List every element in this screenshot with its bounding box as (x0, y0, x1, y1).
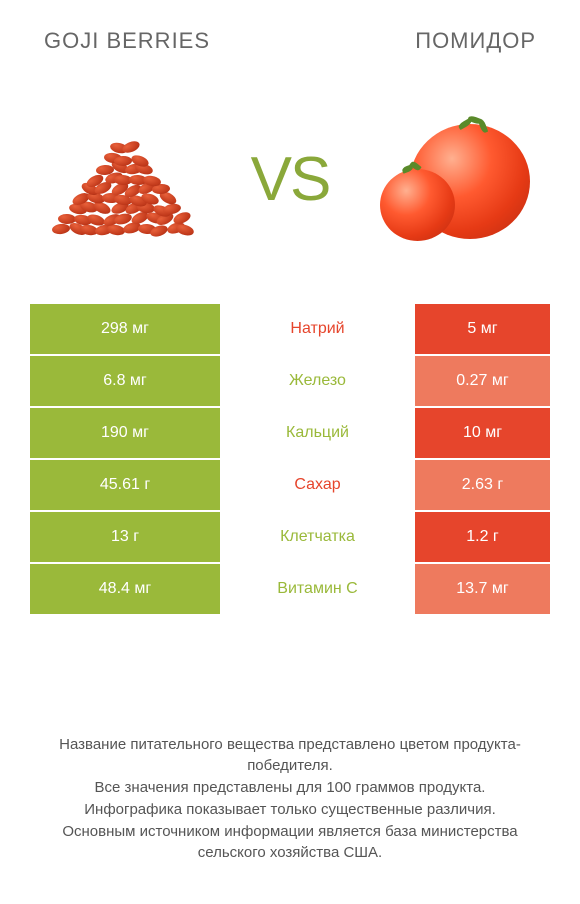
table-row: 45.61 гСахар2.63 г (30, 460, 550, 512)
header: GOJI BERRIES ПОМИДОР (0, 0, 580, 54)
cell-nutrient-label: Клетчатка (220, 512, 415, 562)
footer-line-1: Название питательного вещества представл… (30, 734, 550, 778)
footer-line-2: Все значения представлены для 100 граммо… (30, 777, 550, 799)
cell-right-value: 1.2 г (415, 512, 550, 562)
goji-image (40, 99, 200, 259)
footer-line-3: Инфографика показывает только существенн… (30, 799, 550, 821)
cell-nutrient-label: Кальций (220, 408, 415, 458)
table-row: 190 мгКальций10 мг (30, 408, 550, 460)
comparison-table: 298 мгНатрий5 мг6.8 мгЖелезо0.27 мг190 м… (30, 304, 550, 616)
cell-nutrient-label: Сахар (220, 460, 415, 510)
cell-nutrient-label: Железо (220, 356, 415, 406)
cell-right-value: 0.27 мг (415, 356, 550, 406)
hero-row: VS (0, 54, 580, 304)
footer-notes: Название питательного вещества представл… (30, 734, 550, 865)
title-right: ПОМИДОР (415, 28, 536, 54)
cell-left-value: 13 г (30, 512, 220, 562)
cell-nutrient-label: Витамин C (220, 564, 415, 614)
table-row: 298 мгНатрий5 мг (30, 304, 550, 356)
table-row: 13 гКлетчатка1.2 г (30, 512, 550, 564)
cell-right-value: 10 мг (415, 408, 550, 458)
cell-right-value: 2.63 г (415, 460, 550, 510)
cell-left-value: 190 мг (30, 408, 220, 458)
vs-label: VS (251, 144, 330, 215)
cell-right-value: 13.7 мг (415, 564, 550, 614)
footer-line-4: Основным источником информации является … (30, 821, 550, 865)
cell-left-value: 48.4 мг (30, 564, 220, 614)
cell-left-value: 45.61 г (30, 460, 220, 510)
table-row: 48.4 мгВитамин C13.7 мг (30, 564, 550, 616)
cell-left-value: 6.8 мг (30, 356, 220, 406)
cell-left-value: 298 мг (30, 304, 220, 354)
table-row: 6.8 мгЖелезо0.27 мг (30, 356, 550, 408)
tomato-image (380, 99, 540, 259)
cell-nutrient-label: Натрий (220, 304, 415, 354)
title-left: GOJI BERRIES (44, 28, 210, 54)
cell-right-value: 5 мг (415, 304, 550, 354)
